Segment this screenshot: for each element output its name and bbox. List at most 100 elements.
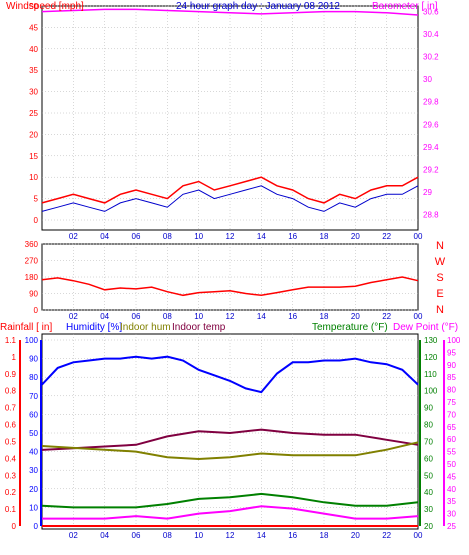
humidity-label: Humidity [%] <box>66 322 122 333</box>
humidity-tick-label: 0 <box>34 522 39 531</box>
barometer-tick-label: 29.6 <box>423 120 439 129</box>
dew-point-tick-label: 75 <box>447 398 456 407</box>
dew-point-label: Dew Point (°F) <box>393 322 458 333</box>
x-tick-label: 16 <box>288 312 297 321</box>
x-tick-label: 10 <box>194 531 203 540</box>
dew-point-tick-label: 40 <box>447 485 456 494</box>
indoor-temp-label: Indoor temp <box>172 322 226 333</box>
windspeed-tick-label: 45 <box>29 23 38 32</box>
indoor-hum-line <box>41 441 419 461</box>
dew-point-tick-label: 90 <box>447 361 456 370</box>
dew-point-tick-label: 45 <box>447 472 456 481</box>
temperature-tick-label: 80 <box>424 421 433 430</box>
x-tick-label: 18 <box>320 312 329 321</box>
compass-label: S <box>436 272 443 284</box>
x-tick-label: 18 <box>320 232 329 241</box>
windspeed-tick-label: 50 <box>29 2 38 11</box>
dew-point-tick-label: 35 <box>447 497 456 506</box>
x-tick-label: 00 <box>414 312 423 321</box>
rainfall-tick-label: 0.9 <box>5 370 17 379</box>
windspeed-tick-label: 0 <box>34 216 39 225</box>
temperature-tick-label: 110 <box>424 370 437 379</box>
temperature-tick-label: 70 <box>424 437 433 446</box>
temperature-tick-label: 60 <box>424 454 433 463</box>
x-tick-label: 14 <box>257 232 266 241</box>
temperature-label: Temperature (°F) <box>312 322 388 333</box>
x-tick-label: 04 <box>100 531 109 540</box>
x-tick-label: 02 <box>69 312 78 321</box>
barometer-label: Barometer [ in] <box>372 1 438 12</box>
rainfall-label: Rainfall [ in] <box>0 322 52 333</box>
x-tick-label: 04 <box>100 232 109 241</box>
temperature-tick-label: 100 <box>424 387 438 396</box>
x-tick-label: 10 <box>194 312 203 321</box>
temperature-line <box>41 492 419 509</box>
x-tick-label: 08 <box>163 531 172 540</box>
temperature-tick-label: 20 <box>424 522 433 531</box>
dew-point-tick-label: 25 <box>447 522 456 531</box>
windspeed-tick-label: 40 <box>29 45 38 54</box>
temperature-tick-label: 90 <box>424 404 433 413</box>
rainfall-tick-label: 0.6 <box>5 421 17 430</box>
x-tick-label: 06 <box>132 531 141 540</box>
rainfall-tick-label: 0.5 <box>5 437 17 446</box>
x-tick-label: 04 <box>100 312 109 321</box>
dew-point-tick-label: 85 <box>447 373 456 382</box>
humidity-line <box>41 355 419 394</box>
windspeed-label: Windspeed [mph] <box>6 1 84 12</box>
windspeed-tick-label: 25 <box>29 109 38 118</box>
dew-point-tick-label: 50 <box>447 460 456 469</box>
chart-marks <box>19 8 445 527</box>
x-tick-label: 10 <box>194 232 203 241</box>
windspeed-tick-label: 20 <box>29 130 38 139</box>
rainfall-tick-label: 0.3 <box>5 471 17 480</box>
windspeed-line <box>41 176 419 204</box>
compass-label: N <box>436 304 444 316</box>
rainfall-tick-label: 0.2 <box>5 488 17 497</box>
dew-point-tick-label: 65 <box>447 423 456 432</box>
barometer-tick-label: 28.8 <box>423 210 439 219</box>
direction-tick-label: 180 <box>25 273 39 282</box>
barometer-tick-label: 29.8 <box>423 98 439 107</box>
indoor-temp-line <box>41 428 419 451</box>
compass-label: W <box>435 256 446 268</box>
x-tick-label: 20 <box>351 232 360 241</box>
compass-label: E <box>436 288 443 300</box>
windspeed-tick-label: 10 <box>29 173 38 182</box>
humidity-tick-label: 50 <box>29 429 38 438</box>
x-tick-label: 00 <box>414 531 423 540</box>
windspeed-tick-label: 30 <box>29 88 38 97</box>
x-tick-label: 18 <box>320 531 329 540</box>
humidity-tick-label: 30 <box>29 466 38 475</box>
grid-lines <box>42 5 418 529</box>
barometer-tick-label: 30 <box>423 75 432 84</box>
humidity-tick-label: 40 <box>29 448 38 457</box>
humidity-tick-label: 90 <box>29 355 38 364</box>
barometer-tick-label: 29.2 <box>423 165 439 174</box>
humidity-tick-label: 60 <box>29 410 38 419</box>
x-tick-label: 22 <box>382 312 391 321</box>
x-tick-label: 12 <box>226 232 235 241</box>
x-tick-label: 20 <box>351 312 360 321</box>
windspeed-tick-label: 15 <box>29 152 38 161</box>
x-tick-label: 16 <box>288 232 297 241</box>
dew-point-tick-label: 70 <box>447 410 456 419</box>
temperature-tick-label: 40 <box>424 488 433 497</box>
x-tick-label: 12 <box>226 531 235 540</box>
dew-point-tick-label: 30 <box>447 510 456 519</box>
rainfall-tick-label: 1.1 <box>5 336 17 345</box>
wind-average-line <box>41 185 419 212</box>
barometer-tick-label: 30.2 <box>423 53 439 62</box>
direction-tick-label: 0 <box>34 306 39 315</box>
rainfall-tick-label: 0.1 <box>5 505 17 514</box>
humidity-tick-label: 20 <box>29 485 38 494</box>
chart-title: 24 hour graph day : January 08 2012 <box>176 1 340 12</box>
humidity-tick-label: 80 <box>29 373 38 382</box>
indoor-hum-label: Indoor hum <box>120 322 171 333</box>
windspeed-tick-label: 5 <box>34 195 39 204</box>
x-tick-label: 00 <box>414 232 423 241</box>
x-tick-label: 22 <box>382 232 391 241</box>
direction-tick-label: 90 <box>29 290 38 299</box>
barometer-tick-label: 29.4 <box>423 143 439 152</box>
dew-point-tick-label: 55 <box>447 448 456 457</box>
